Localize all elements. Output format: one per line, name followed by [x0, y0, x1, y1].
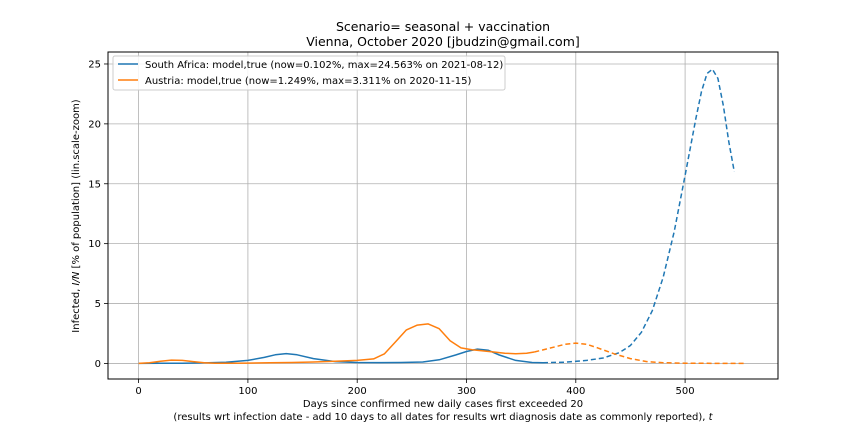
- y-tick-label: 20: [88, 119, 101, 130]
- x-axis-label-note-text: (results wrt infection date - add 10 day…: [173, 412, 708, 423]
- series-line-south-africa-true: [138, 348, 544, 365]
- x-axis-label: Days since confirmed new daily cases fir…: [303, 399, 583, 410]
- x-tick-label: 500: [676, 386, 695, 397]
- y-tick-label: 25: [88, 59, 101, 70]
- series-layer: [138, 68, 746, 365]
- series-line-austria-true: [138, 323, 535, 365]
- plot-area: [107, 51, 779, 380]
- y-axis-label-suffix: [% of population] (lin.scale-zoom): [71, 99, 82, 271]
- y-tick-label: 10: [88, 239, 101, 250]
- legend-box: [112, 55, 506, 91]
- legend-label-south-africa: South Africa: model,true (now=0.102%, ma…: [145, 60, 503, 71]
- legend: South Africa: model,true (now=0.102%, ma…: [112, 55, 506, 91]
- legend-label-austria: Austria: model,true (now=1.249%, max=3.3…: [145, 76, 472, 87]
- chart-title: Scenario= seasonal + vaccination: [336, 19, 550, 34]
- x-tick-label: 0: [135, 386, 141, 397]
- y-axis-label-prefix: Infected,: [71, 285, 82, 332]
- chart-subtitle: Vienna, October 2020 [jbudzin@gmail.com]: [306, 34, 580, 49]
- y-axis-variable: I/N: [71, 271, 82, 285]
- x-tick-label: 200: [348, 386, 367, 397]
- grid: [108, 52, 778, 379]
- series-line-south-africa-model: [542, 68, 736, 364]
- y-tick-label: 0: [95, 359, 101, 370]
- x-tick-label: 300: [457, 386, 476, 397]
- x-axis-label-note: (results wrt infection date - add 10 day…: [173, 412, 713, 423]
- y-tick-label: 15: [88, 179, 101, 190]
- x-tick-label: 100: [238, 386, 257, 397]
- series-line-austria-model: [534, 342, 746, 365]
- x-axis-variable: t: [709, 412, 714, 423]
- x-tick-label: 400: [566, 386, 585, 397]
- y-tick-label: 5: [95, 299, 101, 310]
- y-axis-label: Infected, I/N [% of population] (lin.sca…: [71, 99, 82, 333]
- axis-ticks: 0 100 200 300 400 500 0 5 10 15 20 25: [88, 59, 694, 397]
